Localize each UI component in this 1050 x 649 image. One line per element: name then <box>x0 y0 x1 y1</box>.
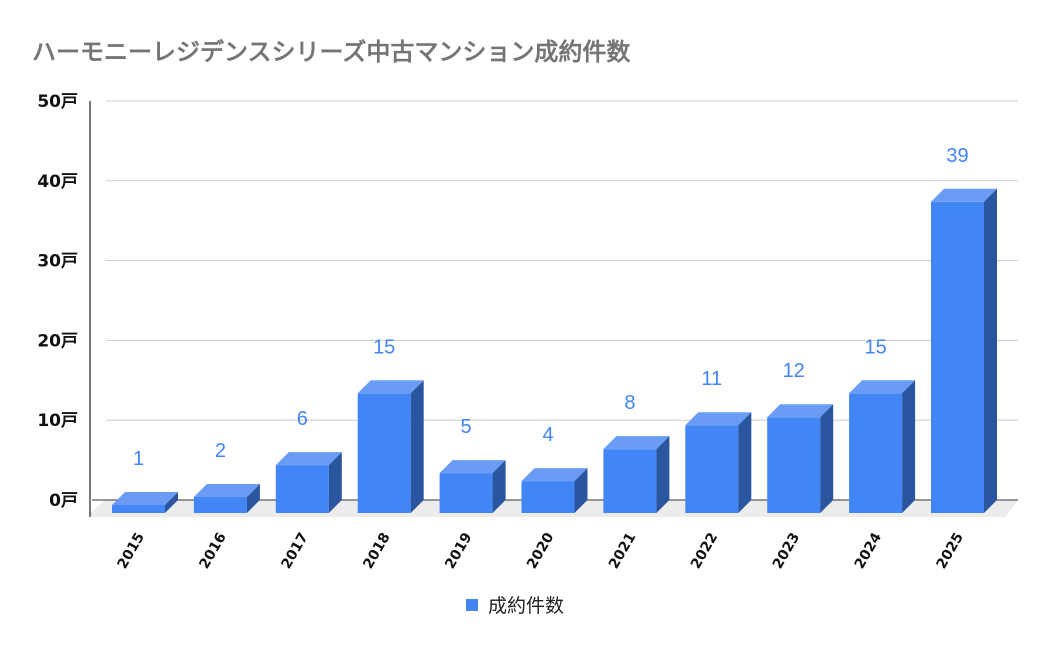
legend-label: 成約件数 <box>488 595 565 617</box>
data-label: 12 <box>783 360 805 382</box>
bar-side <box>984 188 997 513</box>
bar-side <box>574 468 588 513</box>
data-label: 4 <box>542 424 553 446</box>
bar-top <box>767 404 834 418</box>
y-axis: 0戸 10戸 20戸 30戸 40戸 50戸 <box>37 92 91 517</box>
data-label: 11 <box>701 368 722 390</box>
x-tick-label: 2023 <box>770 530 803 572</box>
bar-front <box>112 505 165 513</box>
bar-2020 <box>521 468 588 513</box>
bar-side <box>492 460 506 513</box>
bar-2025 <box>931 188 997 513</box>
x-tick-label: 2015 <box>115 530 148 572</box>
bar-side <box>820 404 834 513</box>
x-tick-label: 2019 <box>442 530 475 572</box>
y-tick-label: 0戸 <box>49 491 78 511</box>
data-label: 5 <box>461 416 472 438</box>
bar-side <box>410 380 424 513</box>
bar-2016 <box>193 484 260 513</box>
bar-top <box>193 484 260 498</box>
x-tick-label: 2021 <box>606 530 639 572</box>
bar-front <box>521 481 575 513</box>
data-label: 39 <box>946 145 968 167</box>
bar-front <box>603 449 657 513</box>
y-tick-label: 20戸 <box>37 331 78 351</box>
bar-front <box>193 497 247 513</box>
bar-side <box>656 436 670 513</box>
y-tick-label: 10戸 <box>37 411 78 431</box>
x-tick-label: 2022 <box>688 530 721 572</box>
data-label: 15 <box>373 336 395 358</box>
x-tick-label: 2025 <box>934 530 967 572</box>
bar-side <box>738 412 752 513</box>
data-label: 8 <box>624 392 635 414</box>
y-tick-label: 30戸 <box>37 252 78 272</box>
bar-top <box>849 380 916 394</box>
chart-title: ハーモニーレジデンスシリーズ中古マンション成約件数 <box>32 38 631 66</box>
bar-side <box>902 380 916 513</box>
bar-top <box>521 468 588 482</box>
x-tick-label: 2017 <box>278 530 311 572</box>
data-label: 6 <box>297 408 308 430</box>
x-tick-label: 2020 <box>524 530 557 572</box>
bar-top <box>685 412 752 426</box>
bar-front <box>275 465 329 513</box>
bar-front <box>931 201 984 513</box>
bar-top <box>439 460 506 474</box>
bar-2017 <box>275 452 342 513</box>
bar-front <box>767 417 821 513</box>
x-tick-label: 2024 <box>852 530 885 572</box>
bar-top <box>357 380 424 394</box>
bar-2024 <box>849 380 916 513</box>
legend: 成約件数 <box>466 591 564 618</box>
bar-front <box>439 473 493 513</box>
bar-top <box>603 436 670 450</box>
data-label: 15 <box>864 336 886 358</box>
bar-side <box>328 452 342 513</box>
data-label: 1 <box>133 448 144 470</box>
data-label: 2 <box>215 440 226 462</box>
bar-2019 <box>439 460 506 513</box>
x-tick-label: 2018 <box>360 530 393 572</box>
bar-2023 <box>767 404 834 513</box>
bar-front <box>357 393 411 513</box>
bar-front <box>685 425 739 513</box>
y-tick-label: 40戸 <box>37 172 78 192</box>
bar-2022 <box>685 412 752 513</box>
bar-front <box>849 393 903 513</box>
bar-2021 <box>603 436 670 513</box>
bar-top <box>112 492 178 506</box>
y-tick-label: 50戸 <box>37 92 78 112</box>
x-tick-label: 2016 <box>197 530 230 572</box>
x-axis: 2015 2016 2017 2018 2019 2020 2021 2022 2023 2024… <box>115 530 967 572</box>
bar-top <box>931 188 997 202</box>
bar-side <box>246 484 260 513</box>
gridlines <box>106 100 1018 421</box>
bar-top <box>275 452 342 466</box>
bar-side <box>165 492 178 513</box>
bar-2015 <box>112 492 178 513</box>
bars <box>112 188 997 513</box>
bar-2018 <box>357 380 424 513</box>
legend-swatch-icon <box>466 598 478 611</box>
